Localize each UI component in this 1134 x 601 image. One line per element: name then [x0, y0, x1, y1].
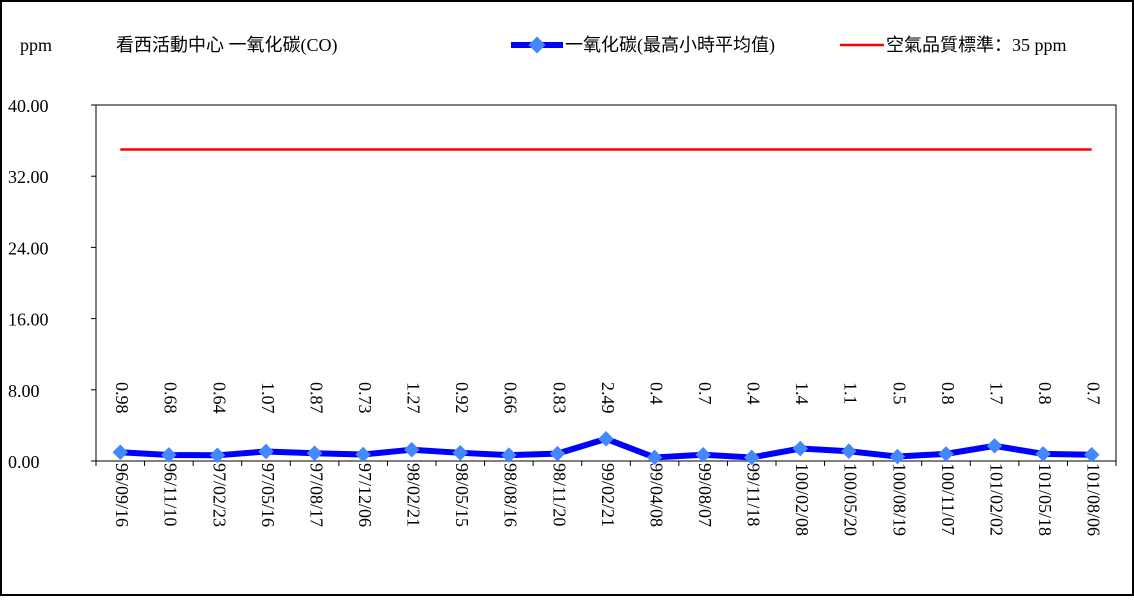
x-tick-label: 101/05/18: [1035, 463, 1055, 536]
data-value-label: 0.8: [938, 382, 958, 405]
data-value-label: 2.49: [598, 382, 618, 414]
x-tick-label: 98/11/20: [549, 463, 569, 526]
x-tick-label: 96/09/16: [112, 463, 132, 527]
data-value-label: 0.92: [452, 382, 472, 414]
x-tick-label: 100/11/07: [938, 463, 958, 535]
x-tick-label: 96/11/10: [161, 463, 181, 526]
plot-area: [95, 104, 1117, 462]
y-axis: 0.00 8.00 16.00 24.00 32.00 40.00: [8, 96, 96, 472]
x-tick-label: 98/05/15: [452, 463, 472, 527]
x-axis: 96/09/16 96/11/10 97/02/23 97/05/16 97/08/17…: [95, 461, 1117, 536]
data-value-label: 0.98: [112, 382, 132, 414]
x-tick-label: 99/04/08: [646, 463, 666, 527]
legend-co-label: 一氧化碳(最高小時平均值): [565, 35, 775, 56]
x-tick-label: 99/08/07: [695, 463, 715, 527]
data-value-label: 0.4: [744, 382, 764, 405]
data-value-label: 0.7: [1084, 382, 1104, 405]
data-point-marker: [209, 447, 226, 464]
data-value-label: 1.27: [404, 382, 424, 414]
y-tick-label: 40.00: [8, 96, 49, 116]
chart-title: 看西活動中心 一氧化碳(CO): [116, 35, 338, 56]
data-value-label: 0.4: [646, 382, 666, 405]
x-tick-label: 98/08/16: [501, 463, 521, 527]
diamond-icon: [528, 36, 546, 54]
data-value-label: 0.68: [161, 382, 181, 414]
x-tick-label: 97/05/16: [258, 463, 278, 527]
data-value-label: 0.5: [889, 382, 909, 405]
y-tick-label: 24.00: [8, 238, 49, 258]
x-tick-label: 101/08/06: [1084, 463, 1104, 536]
x-tick-label: 97/02/23: [209, 463, 229, 527]
x-tick-label: 100/08/19: [889, 463, 909, 536]
data-value-label: 1.7: [986, 382, 1006, 405]
x-tick-label: 97/08/17: [306, 463, 326, 527]
data-point-marker: [1035, 446, 1051, 462]
data-value-label: 0.8: [1035, 382, 1055, 405]
data-value-label: 0.66: [501, 382, 521, 414]
data-value-label: 0.73: [355, 382, 375, 414]
data-value-label: 1.07: [258, 382, 278, 414]
data-point-marker: [161, 447, 177, 463]
y-tick-label: 0.00: [8, 452, 40, 472]
x-tick-label: 100/02/08: [792, 463, 812, 536]
x-tick-label: 101/02/02: [986, 463, 1006, 536]
legend: 一氧化碳(最高小時平均值) 空氣品質標準：35 ppm: [511, 35, 1067, 56]
data-labels: 0.98 0.68 0.64 1.07 0.87 0.73 1.27 0.92 0.66 0.83…: [112, 382, 1103, 414]
data-value-label: 1.1: [841, 382, 861, 405]
x-tick-label: 98/02/21: [404, 463, 424, 527]
y-tick-label: 16.00: [8, 310, 49, 330]
y-tick-label: 8.00: [8, 381, 40, 401]
data-value-label: 0.87: [306, 382, 326, 414]
data-value-label: 0.83: [549, 382, 569, 414]
x-tick-label: 100/05/20: [841, 463, 861, 536]
data-value-label: 1.4: [792, 382, 812, 405]
data-point-marker: [1083, 446, 1100, 463]
data-value-label: 0.64: [209, 382, 229, 414]
legend-standard-label: 空氣品質標準：35 ppm: [886, 35, 1067, 55]
x-tick-label: 97/12/06: [355, 463, 375, 527]
x-tick-label: 99/02/21: [598, 463, 618, 527]
data-value-label: 0.7: [695, 382, 715, 405]
x-tick-label: 99/11/18: [744, 463, 764, 526]
y-tick-label: 32.00: [8, 167, 49, 187]
y-unit-label: ppm: [20, 35, 52, 55]
